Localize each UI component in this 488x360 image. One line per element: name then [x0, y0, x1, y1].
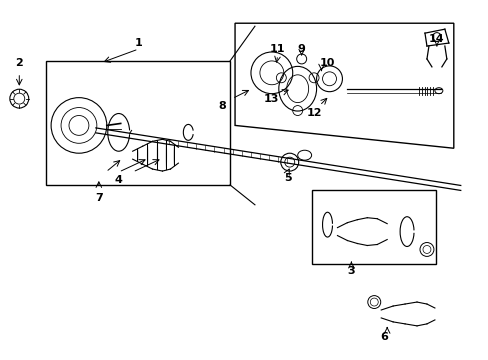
Text: 11: 11 — [269, 44, 285, 54]
Text: 1: 1 — [135, 38, 142, 48]
Text: 6: 6 — [380, 332, 387, 342]
Text: 12: 12 — [306, 108, 322, 117]
Text: 7: 7 — [95, 193, 102, 203]
Text: 2: 2 — [16, 58, 23, 68]
Text: 14: 14 — [428, 34, 444, 44]
Text: 13: 13 — [264, 94, 279, 104]
Text: 5: 5 — [284, 173, 291, 183]
Bar — [46, 61, 230, 185]
Text: 3: 3 — [347, 266, 354, 276]
Bar — [311, 190, 435, 264]
Text: 10: 10 — [319, 58, 335, 68]
Text: 9: 9 — [297, 44, 305, 54]
Text: 8: 8 — [218, 100, 225, 111]
Text: 4: 4 — [115, 175, 122, 185]
